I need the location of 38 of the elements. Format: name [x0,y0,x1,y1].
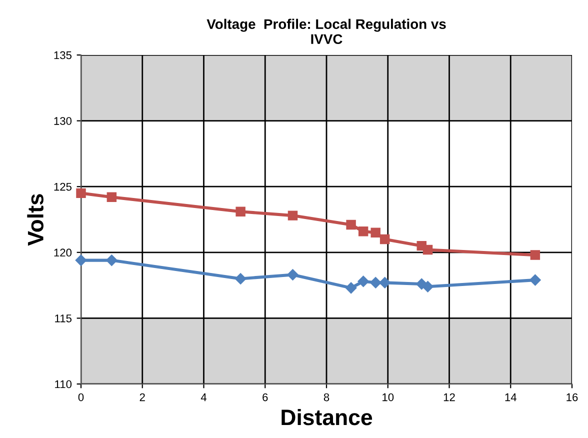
point [76,188,86,198]
x-tick-label: 10 [382,393,394,402]
point [75,254,87,266]
y-tick-label: 115 [55,314,72,322]
x-tick-label: 12 [444,393,455,402]
point [379,277,390,288]
y-axis-title: Volts [27,194,44,246]
point [370,228,380,238]
x-tick-label: 6 [262,393,268,402]
x-tick-label: 8 [324,393,330,402]
point [530,250,540,260]
y-tick-label: 120 [54,248,72,257]
point [346,220,356,230]
point [236,206,246,216]
chart-title: Voltage Profile: Local Regulation vs IVVC [206,18,446,44]
x-axis-title: Distance [282,408,372,426]
x-tick-label: 4 [200,393,207,402]
y-tick-label: 110 [55,380,72,388]
point [358,226,368,236]
point [530,274,541,286]
y-tick-label: 135 [54,51,72,60]
point [287,269,298,280]
y-tick-label: 125 [54,182,72,191]
point [358,276,369,287]
point [370,277,382,288]
x-tick-label: 16 [566,393,578,402]
point [422,244,433,255]
x-tick-label: 2 [140,393,145,402]
point [380,234,390,244]
x-tick-label: 14 [505,393,516,402]
x-tick-label: 0 [78,393,84,402]
point [106,254,118,266]
point [345,282,357,294]
point [106,192,117,202]
point [422,281,434,292]
point [234,273,246,284]
point [288,210,298,220]
y-tick-label: 130 [54,117,72,125]
